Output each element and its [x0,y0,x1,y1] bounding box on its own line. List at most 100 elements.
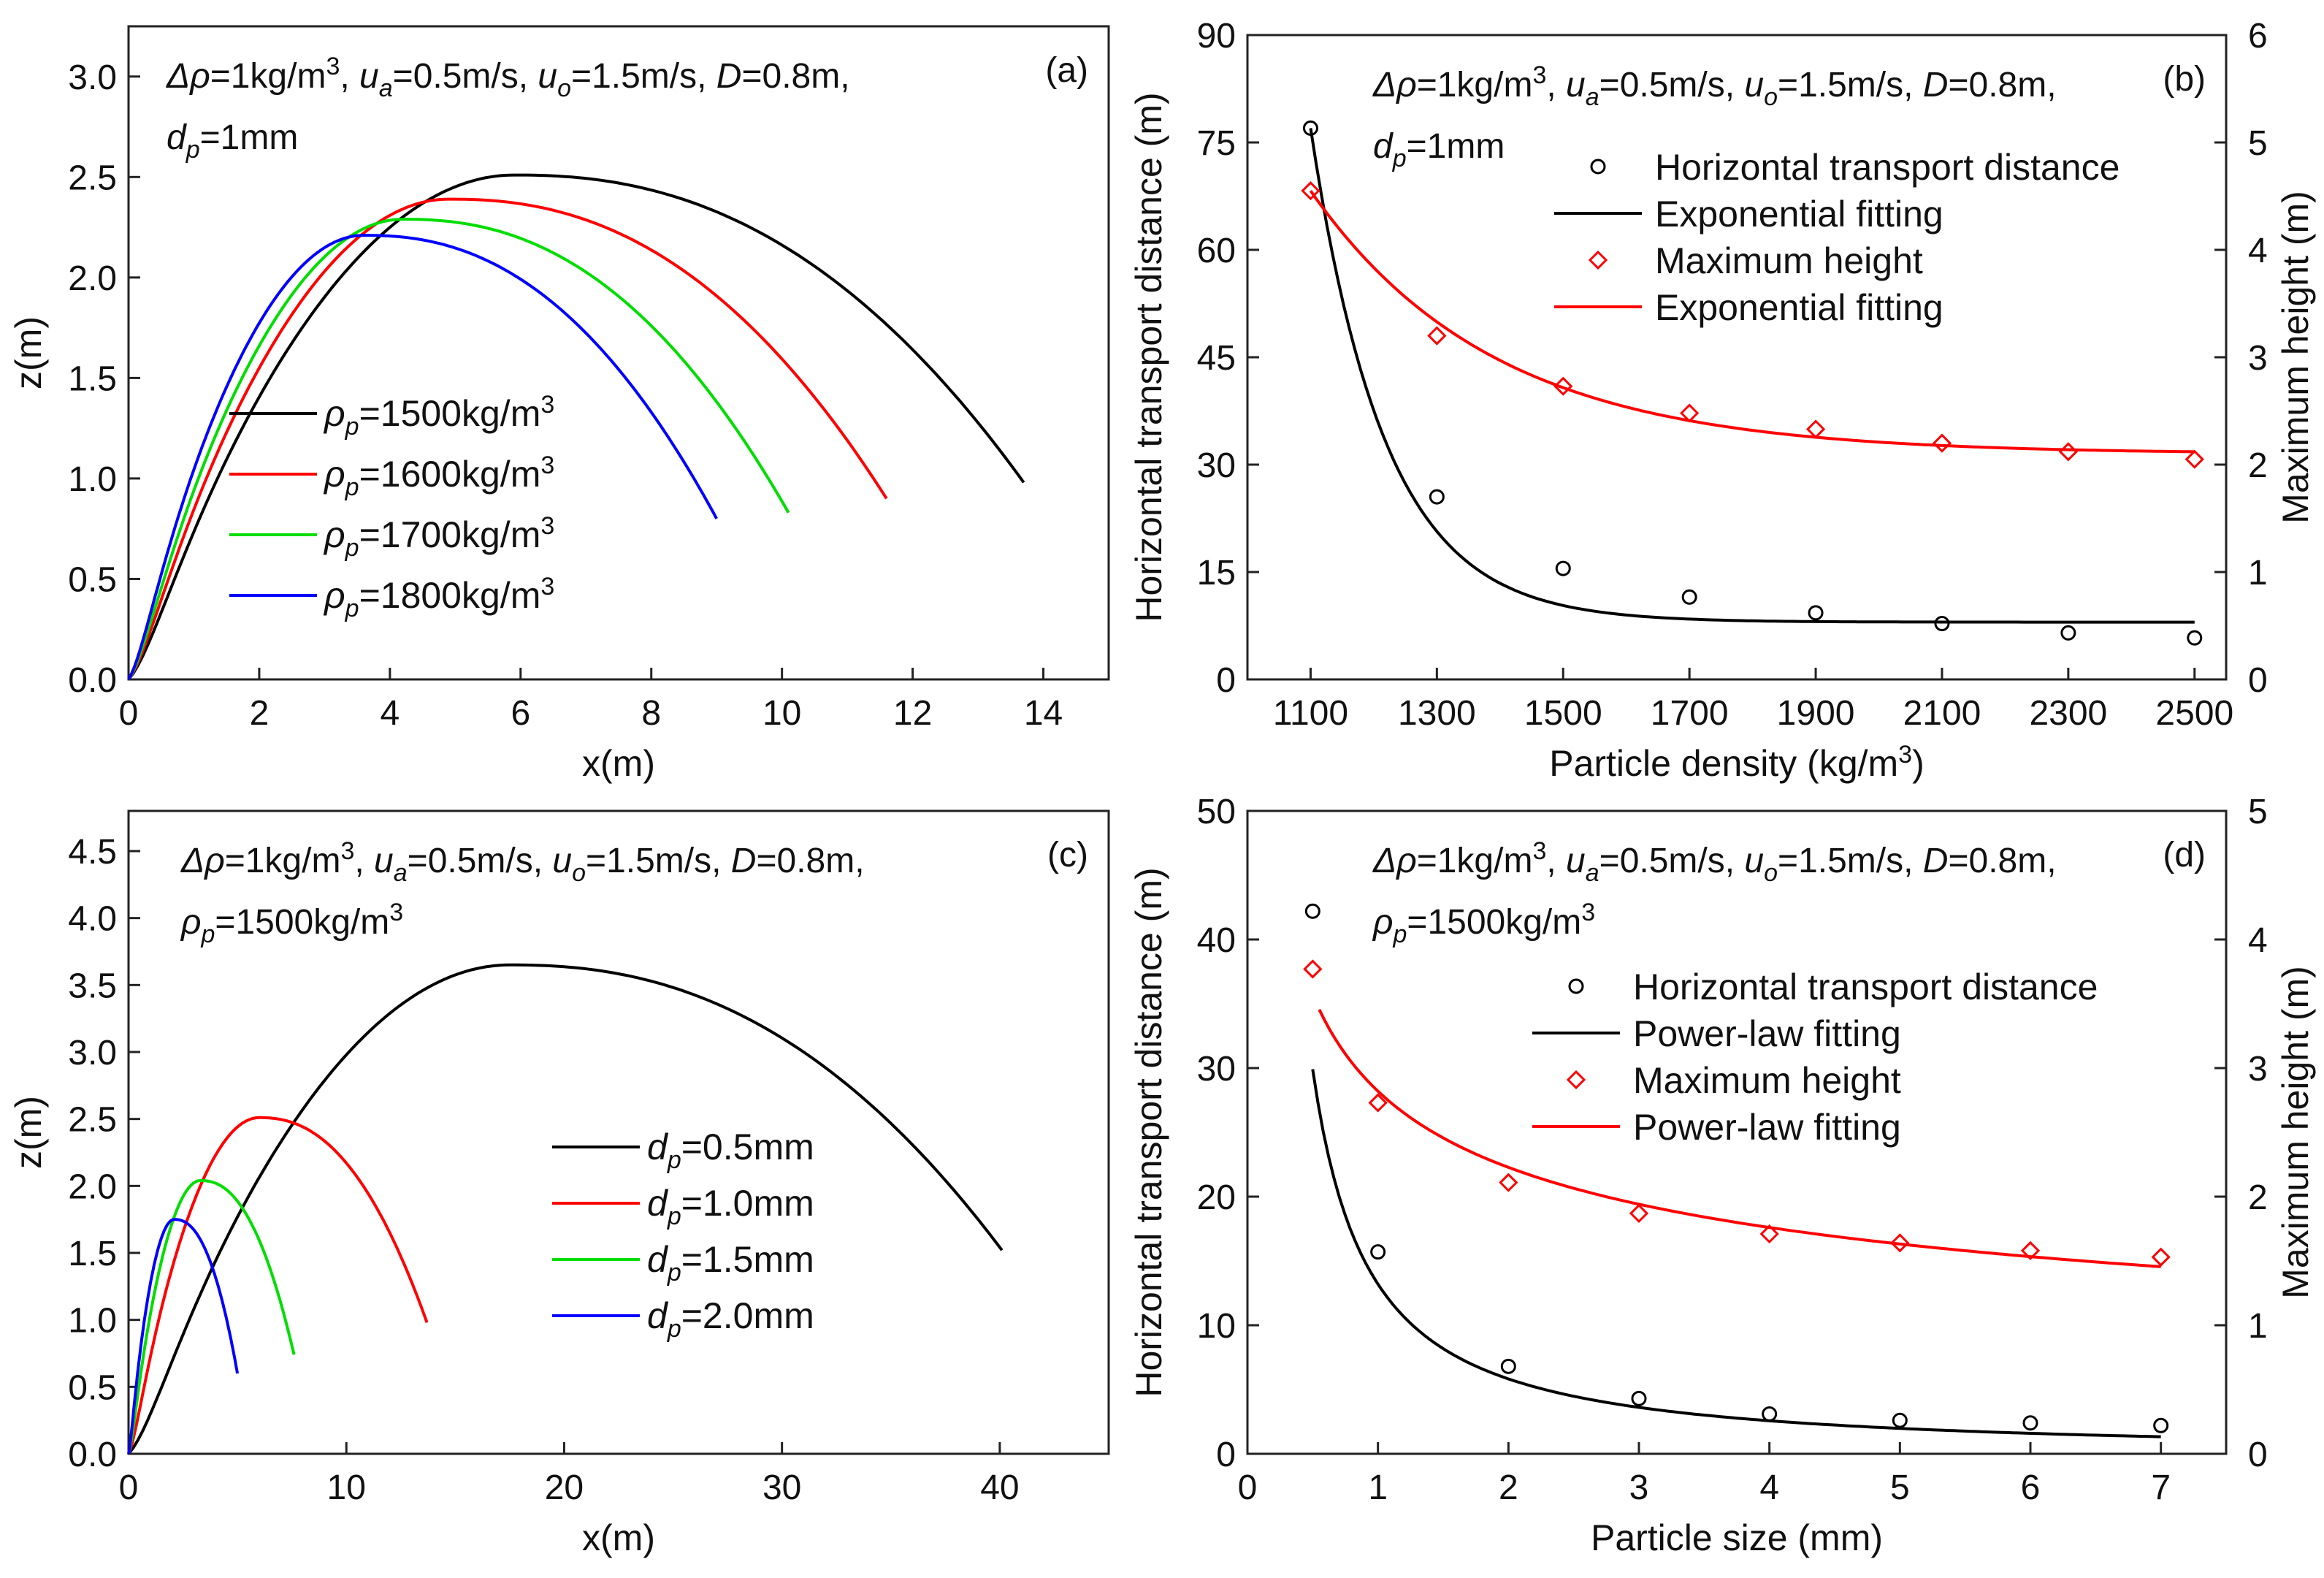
legend-label-2: Exponential fitting [1655,194,1943,235]
annotation-line-part: =0.5m/s, [1599,842,1745,880]
legend-label-3: ρp=1700kg/m3 [323,512,554,562]
x-tick-label: 7 [2151,1468,2171,1507]
legend-label-4: Power-law fitting [1633,1107,1901,1148]
legend-sub: p [345,473,359,501]
legend-label-1: dp=0.5mm [647,1127,814,1174]
annotation-line-part: u [1744,842,1764,880]
y2-tick-label: 1 [2248,1307,2268,1346]
x-tick-label: 2 [1499,1468,1518,1507]
legend-label-1: Horizontal transport distance [1655,147,2119,188]
trajectory-line-1 [127,173,1025,681]
x-axis-label-text: Particle size (mm) [1591,1517,1883,1558]
panel-a: 0 2 4 6 8 10 12 14 0.0 0.5 1.0 1.5 2.0 2.5 3.0 x(m) z(m)… [8,25,1110,784]
data-point-circle [1681,589,1697,605]
trajectory-line-4 [127,234,718,680]
y-tick-label: 30 [1197,446,1236,485]
x-tick-label: 6 [2021,1468,2041,1507]
annotation-line: Δρ=1kg/m3, ua=0.5m/s, uo=1.5m/s, D=0.8m, [1372,837,2057,887]
panel-c: 0 10 20 30 40 0.0 0.5 1.0 1.5 2.0 2.5 3.0 3.5 4.0 4.5 x… [8,809,1110,1558]
annotation-line-part: Δρ [1372,842,1417,880]
annotation-line-part: =1500kg/m [1407,903,1581,942]
annotation-line-part: p [201,920,215,948]
data-point-diamond [1427,326,1447,346]
x-axis-label-tail: ) [1912,743,1924,784]
annotation-line-part: Δρ [166,57,210,96]
y2-tick-label: 2 [2248,446,2268,485]
annotation-line-part: =0.8m, [741,57,849,96]
annotation-line-part: =1.5m/s, [1778,842,1923,880]
y-axis-label: z(m) [8,316,49,389]
legend-label-1: ρp=1500kg/m3 [323,391,554,441]
legend-label-1: Horizontal transport distance [1633,967,2098,1007]
legend-symbol: ρ [323,454,345,495]
x-tick-label: 1 [1368,1468,1388,1507]
data-point-circle [1892,1412,1908,1428]
legend-sub: p [667,1202,681,1230]
y-tick-label: 75 [1197,124,1236,163]
trajectory-line-2 [127,1116,429,1455]
trajectory-line-3 [127,1179,296,1455]
data-point-circle [1429,489,1445,505]
y-tick-label: 45 [1197,339,1236,378]
legend-value: =1500kg/m [359,393,541,434]
x-tick-label: 2100 [1903,694,1981,733]
y-tick-label: 0.0 [68,1436,117,1474]
data-point-diamond [2151,1247,2171,1267]
y2-tick-label: 3 [2248,1050,2268,1089]
y-tick-label: 1.0 [68,460,117,499]
y-axis-label: z(m) [8,1096,49,1169]
x-tick-label: 0 [1238,1468,1258,1507]
annotation-line-part: ρ [180,903,202,942]
legend-symbol: ρ [323,393,345,434]
data-point-diamond [1932,433,1952,453]
legend-value: =1800kg/m [359,575,541,616]
y2-axis-label: Maximum height (m) [2275,966,2316,1299]
y-tick-label: 0 [1216,661,1236,700]
x-tick-label: 8 [641,694,661,733]
x-tick-label: 0 [119,694,139,733]
annotation-line-part: , [340,57,359,96]
annotation-line: Δρ=1kg/m3, ua=0.5m/s, uo=1.5m/s, D=0.8m, [166,53,850,102]
annotation-line: Δρ=1kg/m3, ua=0.5m/s, uo=1.5m/s, D=0.8m, [1372,61,2057,111]
x-tick-label: 0 [119,1468,139,1507]
panel-label: (c) [1047,836,1088,874]
annotation-line-part: , [1546,66,1566,104]
x-tick-label: 4 [381,694,400,733]
annotation-line: ρp=1500kg/m3 [180,899,403,948]
annotation-line-part: Δρ [1372,66,1417,104]
annotation-line-part: 3 [1532,61,1546,89]
legend-symbol: d [647,1239,669,1280]
annotation-line-part: =1mm [200,118,299,157]
x-axis-label: x(m) [582,743,655,784]
annotation-line-part: a [379,75,393,102]
annotation-line-part: p [186,136,200,164]
y2-tick-label: 0 [2248,1436,2268,1474]
panel-label: (d) [2163,836,2206,874]
x-tick-label: 4 [1759,1468,1779,1507]
x-tick-label: 20 [545,1468,584,1507]
annotation-line-part: , [1546,842,1566,880]
annotation-line-part: p [1393,920,1407,948]
annotation-line-part: =1.5m/s, [586,842,731,880]
annotation-line-part: 3 [1532,837,1546,865]
legend-sup: 3 [540,573,554,601]
legend-sub: p [345,595,359,622]
x-tick-label: 1500 [1524,694,1602,733]
x-tick-label: 10 [327,1468,366,1507]
legend-sup: 3 [540,391,554,419]
legend-sub: p [345,413,359,441]
annotation-line-part: a [1586,83,1599,111]
annotation-line-part: a [394,859,408,887]
annotation-line-part: d [1373,127,1394,166]
annotation-line-part: o [572,859,586,887]
legend-sub: p [345,534,359,562]
trajectory-line-1 [127,963,1004,1455]
y2-tick-label: 4 [2248,232,2268,270]
legend-value: =1.5mm [681,1239,814,1280]
annotation-line-part: =1kg/m [1417,842,1533,880]
y-tick-label: 4.5 [68,833,117,872]
annotation-line: ρp=1500kg/m3 [1372,899,1595,948]
x-axis-label-text: x(m) [582,743,655,784]
annotation-line-part: =1mm [1407,127,1505,166]
